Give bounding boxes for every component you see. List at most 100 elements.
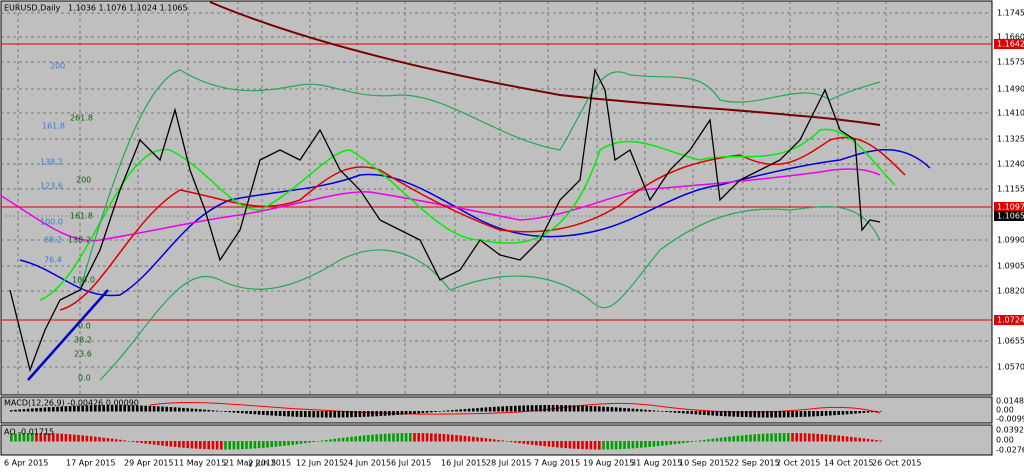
macd-bar [299,411,303,417]
ao-bar [459,435,462,442]
current-price: 1.1065 [997,212,1024,221]
macd-bar [186,408,189,412]
ao-bar [228,441,231,450]
macd-bar [396,411,399,415]
ao-bar [824,434,828,442]
date-label: 19 Aug 2015 [583,459,634,468]
ao-bar [749,434,752,442]
ao-bar [690,441,693,442]
ao-bar [711,438,714,442]
macd-bar [703,411,706,415]
macd-bar [123,405,126,412]
macd-bar [698,411,702,415]
ao-bar [509,441,513,443]
fibo-label: 88.2 [44,236,62,245]
ao-bar [417,433,420,442]
price-label: 1.1240 [997,160,1024,169]
fibo-label: 23.6 [74,350,92,359]
macd-bar [257,411,261,415]
ao-bar [358,435,362,442]
ao-bar [472,436,475,442]
macd-bar [131,405,135,412]
macd-bar [627,408,630,412]
macd-bar [165,406,168,412]
level-tag [994,202,1024,212]
ao-bar [614,441,618,450]
date-label: 6 Jul 2015 [391,459,431,468]
ao-bar [68,434,72,442]
macd-bar [224,411,227,412]
ao-bar [795,433,798,442]
ao-bar [606,441,609,450]
ao-bar [220,441,223,450]
macd-bar [211,410,215,412]
macd-bar [690,411,693,415]
ao-bar [774,433,777,442]
macd-bar [488,407,492,412]
ao-bar [291,441,294,445]
ao-bar [312,441,315,443]
macd-bar [560,405,563,412]
macd-bar [421,411,425,414]
main-panel [0,0,993,396]
macd-bar [614,407,618,412]
macd-bar [778,411,782,418]
macd-bar [375,411,378,417]
ao-bar [367,435,370,442]
fibo-label: 0.0 [78,374,91,383]
ao-bar [404,433,408,442]
macd-bar [14,409,17,412]
ao-bar [199,441,202,449]
macd-bar [497,406,500,412]
macd-bar [656,410,660,412]
price-label: 1.0820 [997,287,1024,296]
ao-bar [593,441,597,450]
ao-bar [514,441,517,443]
macd-bar [287,411,290,417]
ao-bar [245,441,248,449]
ao-bar [64,434,68,442]
ao-axis-label: 0.03928 [996,426,1024,435]
macd-axis-label: 0.00 [996,406,1014,415]
ao-bar [224,441,227,450]
macd-bar [854,411,857,414]
macd-bar [879,411,882,412]
fibo-label: 161.8 [70,212,93,221]
macd-bar [753,411,756,418]
macd-bar [270,411,273,416]
ao-bar [497,439,500,442]
macd-bar [829,411,832,416]
macd-axis-label: 0.01483 [996,397,1024,406]
macd-bar [505,406,509,412]
macd-bar [102,405,105,412]
macd-bar [136,405,139,412]
ao-bar [375,434,378,442]
price-label: 1.1325 [997,135,1024,144]
macd-bar [799,411,803,417]
macd-bar [64,406,68,412]
ao-bar [530,441,534,445]
macd-bar [501,406,504,412]
ao-bar [661,441,664,446]
macd-bar [677,411,681,414]
ao-bar [488,438,492,442]
ao-bar [77,434,80,442]
ao-bar [123,440,126,442]
macd-bar [10,410,13,412]
ao-bar [757,434,761,442]
macd-bar [648,410,651,412]
ao-bar [169,441,173,447]
ao-bar [115,439,118,442]
macd-bar [493,406,496,412]
ao-bar [535,441,538,446]
ao-bar [455,435,458,442]
macd-bar [782,411,786,418]
price-label: 1.1745 [997,9,1024,18]
ao-bar [106,438,110,442]
macd-bar [350,411,353,418]
date-label: 2 Jun 2015 [248,459,291,468]
macd-bar [140,405,143,412]
macd-bar [766,411,769,418]
ao-bar [589,441,593,450]
macd-bar [85,405,89,412]
